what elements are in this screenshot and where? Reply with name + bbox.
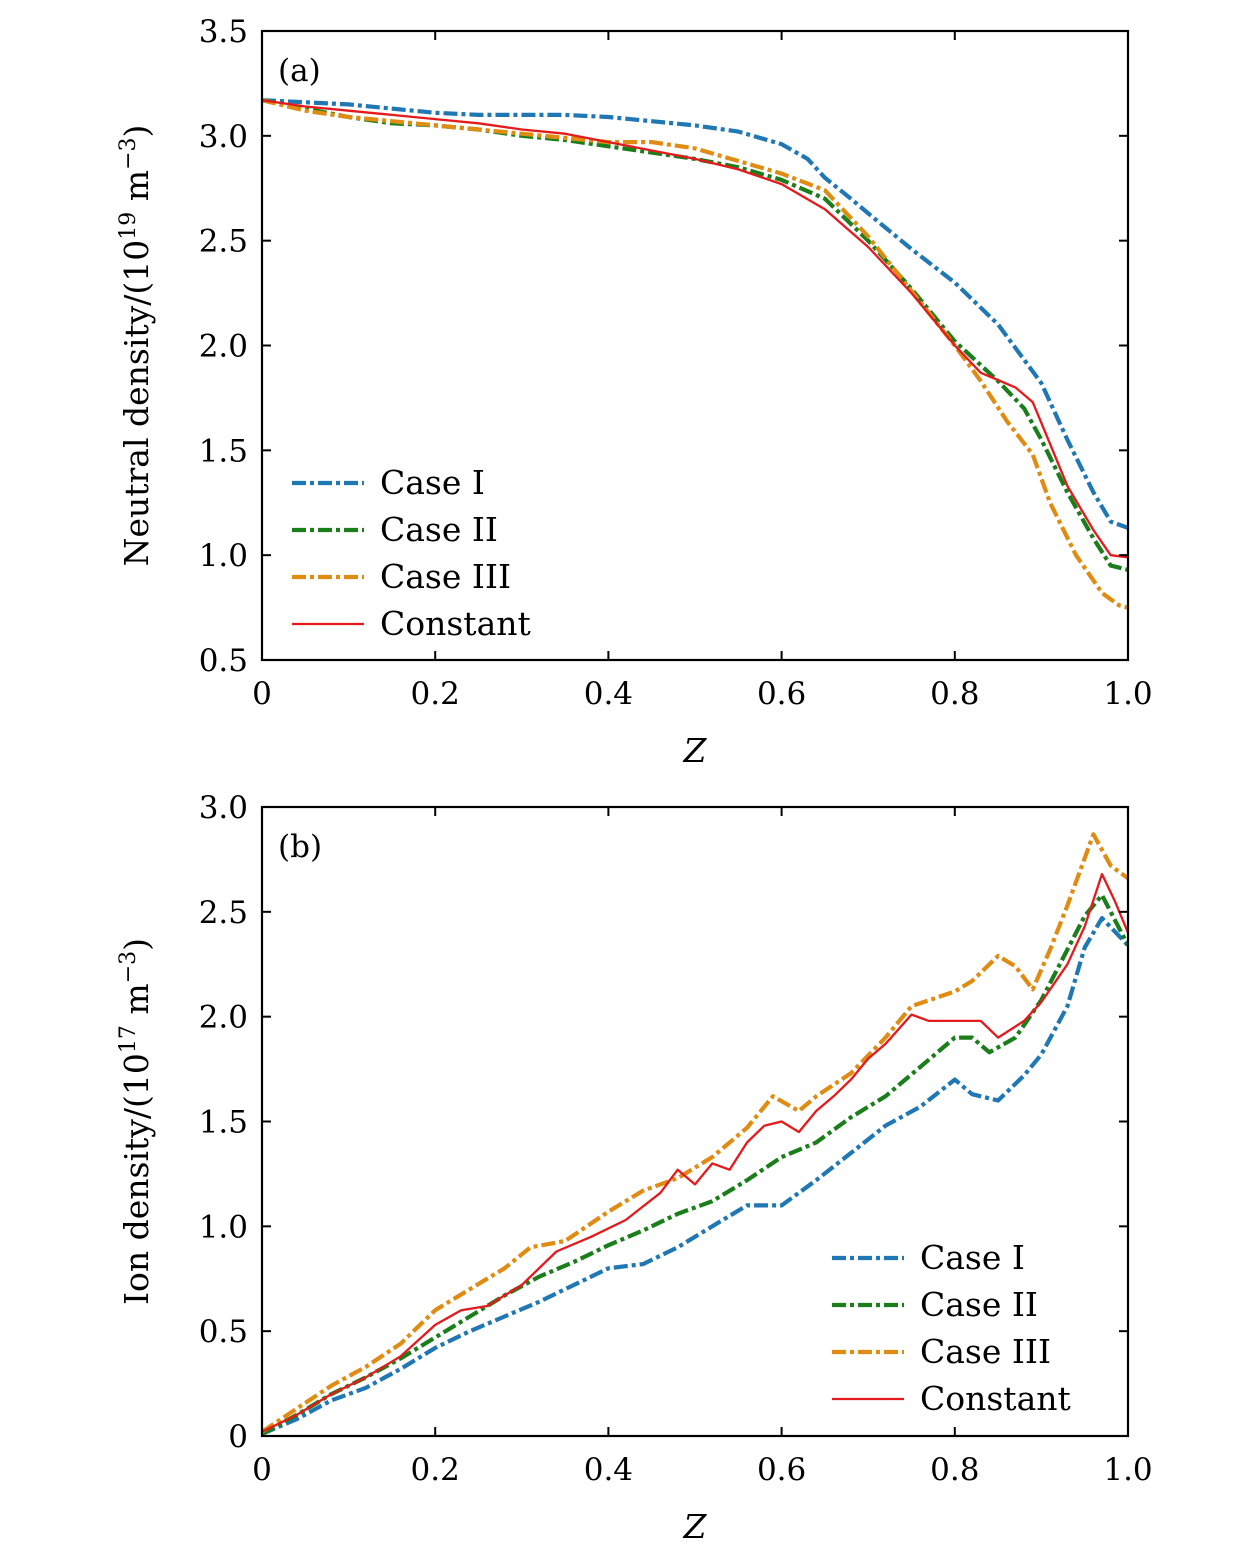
- series-line-case-ii: [262, 893, 1128, 1436]
- series-group: [262, 832, 1128, 1436]
- y-axis-label-suffix: ): [117, 938, 156, 951]
- y-tick-label: 1.0: [199, 1209, 248, 1245]
- y-axis-label-prefix: Ion density/(10: [117, 1053, 156, 1305]
- y-tick-label: 0: [228, 1419, 248, 1455]
- legend-label: Constant: [920, 1379, 1071, 1418]
- y-axis-label: Ion density/(1017 m−3): [116, 938, 156, 1305]
- series-group: [262, 98, 1128, 610]
- legend-label: Case II: [920, 1285, 1038, 1324]
- x-tick-label: 0: [252, 1452, 272, 1488]
- x-tick-label: 0.4: [584, 676, 633, 712]
- x-axis-label: Z: [683, 731, 708, 770]
- x-axis-label: Z: [683, 1507, 708, 1546]
- chart-panel-a: 0 0.2 0.4 0.6 0.8 1.0 0.5 1.0 1.5 2.0 2.5 3.0 3.5 (a)…: [116, 14, 1153, 770]
- legend-label: Case I: [920, 1238, 1025, 1277]
- legend-label: Constant: [380, 604, 531, 643]
- y-axis-label-prefix: Neutral density/(10: [117, 240, 156, 567]
- series-line-case-i: [262, 98, 1128, 530]
- y-axis-label-exp: 17: [116, 1025, 141, 1053]
- y-axis-label-unit-exp: −3: [116, 951, 141, 983]
- y-axis-label-unit: m: [117, 983, 156, 1025]
- legend-label: Case III: [380, 557, 511, 596]
- x-tick-label: 1.0: [1103, 1452, 1152, 1488]
- legend-label: Case I: [380, 463, 485, 502]
- y-tick-label: 1.5: [199, 1105, 248, 1141]
- y-tick-label: 3.0: [199, 119, 248, 155]
- y-axis-label-unit-exp: −3: [116, 137, 141, 169]
- x-tick-label: 0.2: [411, 676, 460, 712]
- series-line-constant: [262, 872, 1128, 1433]
- y-tick-label: 1.5: [199, 433, 248, 469]
- y-tick-label: 2.5: [199, 895, 248, 931]
- x-tick-label: 0: [252, 676, 272, 712]
- x-tick-label: 0.6: [757, 676, 806, 712]
- y-axis-label-exp: 19: [116, 212, 141, 240]
- legend-label: Case III: [920, 1332, 1051, 1371]
- y-axis-label-suffix: ): [117, 125, 156, 138]
- y-axis-label: Neutral density/(1019 m−3): [116, 125, 156, 567]
- x-tick-label: 0.2: [411, 1452, 460, 1488]
- x-tick-label: 0.4: [584, 1452, 633, 1488]
- x-tick-label: 0.6: [757, 1452, 806, 1488]
- legend: Case I Case II Case III Constant: [292, 463, 531, 643]
- y-tick-label: 2.0: [199, 329, 248, 365]
- y-axis-label-unit: m: [117, 170, 156, 212]
- legend-label: Case II: [380, 510, 498, 549]
- x-tick-label: 0.8: [930, 676, 979, 712]
- series-line-case-i: [262, 916, 1128, 1436]
- y-tick-label: 2.5: [199, 224, 248, 260]
- chart-panel-b: 0 0.2 0.4 0.6 0.8 1.0 0 0.5 1.0 1.5 2.0 2.5 3.0 (b) Z I…: [116, 790, 1153, 1546]
- y-tick-label: 0.5: [199, 1314, 248, 1350]
- y-tick-label: 3.5: [199, 14, 248, 50]
- y-tick-label: 0.5: [199, 643, 248, 679]
- series-line-case-iii: [262, 832, 1128, 1434]
- y-tick-label: 1.0: [199, 538, 248, 574]
- x-tick-label: 1.0: [1103, 676, 1152, 712]
- legend: Case I Case II Case III Constant: [832, 1238, 1071, 1418]
- y-tick-label: 3.0: [199, 790, 248, 826]
- y-tick-label: 2.0: [199, 1000, 248, 1036]
- panel-label: (a): [278, 53, 321, 89]
- panel-label: (b): [278, 829, 322, 865]
- x-tick-label: 0.8: [930, 1452, 979, 1488]
- series-line-case-iii: [262, 98, 1128, 610]
- series-line-constant: [262, 99, 1128, 559]
